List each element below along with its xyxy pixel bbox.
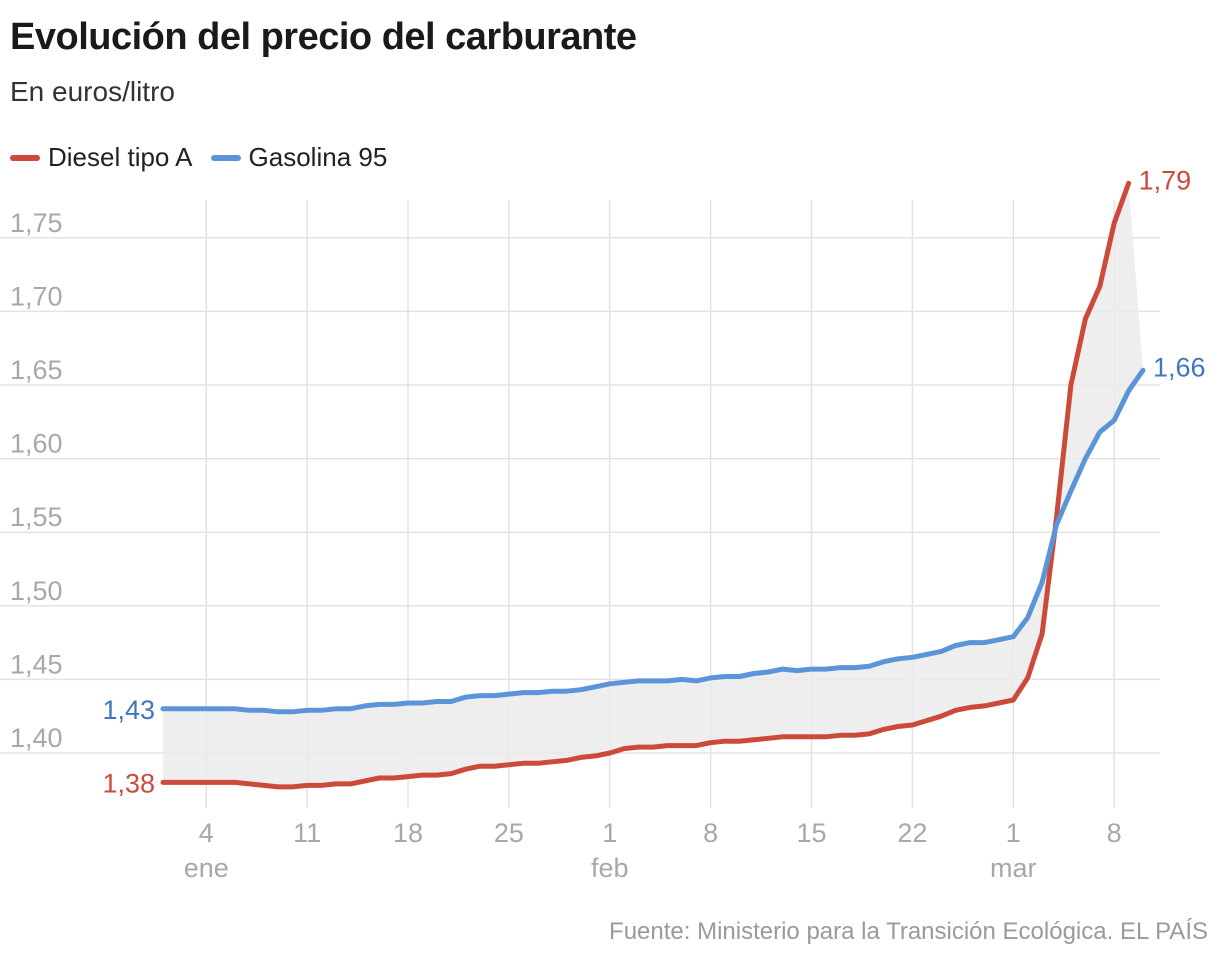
area-between-series <box>163 183 1143 787</box>
series-line-gasolina <box>160 367 1146 715</box>
legend: Diesel tipo A Gasolina 95 <box>10 142 405 173</box>
end-label-diesel: 1,79 <box>1139 165 1192 195</box>
y-tick-label: 1,60 <box>10 429 63 459</box>
x-tick-label: 8 <box>1107 818 1122 848</box>
legend-item-diesel: Diesel tipo A <box>10 142 193 173</box>
legend-label-gasolina: Gasolina 95 <box>248 142 388 172</box>
legend-swatch-gasolina <box>210 154 241 161</box>
x-month-label: mar <box>990 853 1037 883</box>
y-tick-label: 1,40 <box>10 723 63 753</box>
x-tick-label: 25 <box>494 818 524 848</box>
x-tick-label: 18 <box>393 818 423 848</box>
end-label-gasolina: 1,66 <box>1153 352 1206 382</box>
chart-title: Evolución del precio del carburante <box>10 16 637 58</box>
x-tick-label: 1 <box>602 818 617 848</box>
y-tick-label: 1,75 <box>10 208 63 238</box>
legend-label-diesel: Diesel tipo A <box>48 142 193 172</box>
y-tick-label: 1,70 <box>10 281 63 311</box>
y-tick-label: 1,55 <box>10 502 63 532</box>
x-tick-label: 1 <box>1006 818 1021 848</box>
source-note: Fuente: Ministerio para la Transición Ec… <box>609 918 1208 945</box>
y-tick-label: 1,65 <box>10 355 63 385</box>
x-tick-label: 8 <box>703 818 718 848</box>
legend-swatch-diesel <box>10 154 40 161</box>
series-line-diesel <box>160 180 1132 790</box>
legend-item-gasolina: Gasolina 95 <box>210 142 388 173</box>
x-tick-label: 22 <box>897 818 927 848</box>
x-month-label: ene <box>184 853 229 883</box>
start-label-gasolina: 1,43 <box>102 695 155 725</box>
x-tick-label: 11 <box>293 818 321 848</box>
x-tick-label: 4 <box>199 818 214 848</box>
y-tick-label: 1,45 <box>10 649 63 679</box>
y-tick-label: 1,50 <box>10 576 63 606</box>
x-month-label: feb <box>591 853 629 883</box>
chart-subtitle: En euros/litro <box>10 76 175 107</box>
start-label-diesel: 1,38 <box>102 768 155 798</box>
x-tick-label: 15 <box>797 818 827 848</box>
